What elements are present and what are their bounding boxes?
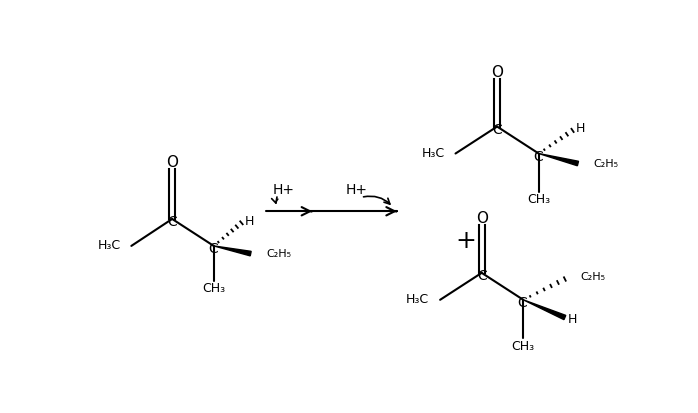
Text: H: H xyxy=(568,313,577,325)
Text: H+: H+ xyxy=(273,183,295,197)
Polygon shape xyxy=(539,154,579,166)
Text: O: O xyxy=(166,155,178,170)
Text: H₃C: H₃C xyxy=(422,147,445,160)
Text: C: C xyxy=(492,123,502,137)
Text: CH₃: CH₃ xyxy=(527,193,550,206)
Text: H₃C: H₃C xyxy=(406,293,429,306)
Text: C: C xyxy=(533,150,543,164)
Text: H+: H+ xyxy=(346,183,368,197)
Text: C: C xyxy=(208,242,218,256)
Text: C₂H₅: C₂H₅ xyxy=(593,159,618,169)
Text: C: C xyxy=(168,215,177,229)
FancyArrowPatch shape xyxy=(364,196,390,204)
FancyArrowPatch shape xyxy=(272,197,278,203)
Text: H: H xyxy=(244,215,254,228)
Text: C: C xyxy=(477,269,487,283)
Text: H: H xyxy=(576,122,585,135)
Text: +: + xyxy=(456,228,477,252)
Text: O: O xyxy=(491,65,503,80)
Text: C₂H₅: C₂H₅ xyxy=(580,273,605,282)
Polygon shape xyxy=(524,300,566,320)
Text: H₃C: H₃C xyxy=(98,240,121,252)
Text: C: C xyxy=(518,296,528,310)
Polygon shape xyxy=(214,246,251,256)
Text: O: O xyxy=(476,211,488,226)
Text: C₂H₅: C₂H₅ xyxy=(266,249,291,259)
Text: CH₃: CH₃ xyxy=(512,339,535,353)
Text: CH₃: CH₃ xyxy=(202,282,225,295)
